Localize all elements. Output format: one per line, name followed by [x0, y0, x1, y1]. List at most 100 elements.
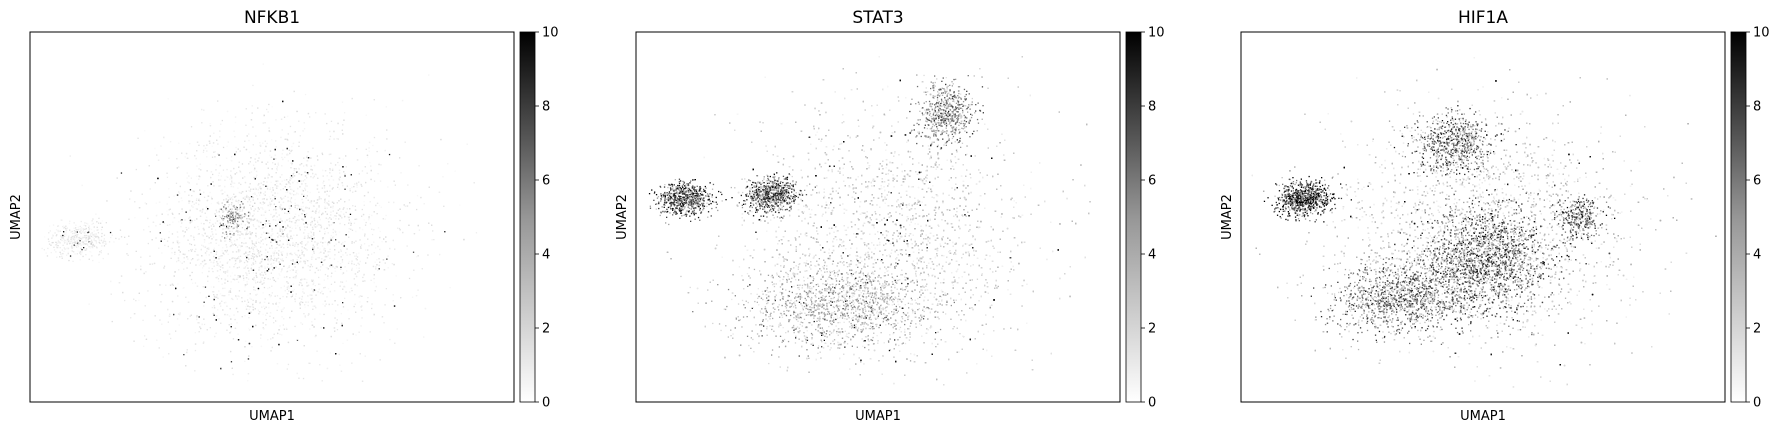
cell-point — [305, 164, 308, 166]
cell-point — [337, 183, 339, 186]
cell-point — [196, 165, 198, 167]
cell-point — [418, 229, 421, 231]
cell-point — [230, 275, 232, 277]
cell-point — [178, 213, 180, 215]
cell-point — [314, 271, 316, 274]
cell-point — [264, 210, 267, 212]
cell-point — [248, 197, 251, 199]
cell-point — [291, 295, 293, 297]
cell-point — [204, 263, 206, 265]
cell-point — [268, 127, 270, 129]
cell-point — [210, 196, 213, 198]
cell-point — [245, 233, 247, 236]
cell-point — [241, 297, 243, 299]
cell-point — [324, 286, 326, 289]
cell-point — [320, 251, 322, 253]
cell-point — [258, 225, 260, 228]
cell-point — [295, 170, 297, 173]
cell-point — [275, 266, 277, 268]
cell-point — [269, 312, 272, 314]
cell-point — [273, 267, 275, 269]
cell-point — [330, 162, 332, 164]
cell-point — [245, 252, 247, 254]
cell-point — [373, 241, 375, 243]
cell-point — [324, 255, 327, 258]
cell-point — [239, 230, 241, 233]
cell-point — [196, 254, 198, 256]
cell-point — [321, 213, 323, 216]
cell-point — [295, 254, 297, 256]
cell-point — [220, 367, 222, 370]
cell-point — [280, 189, 282, 191]
cell-point — [387, 267, 389, 269]
cell-point — [292, 217, 295, 219]
cell-point — [236, 258, 238, 260]
cell-point — [236, 172, 238, 174]
cell-point — [329, 172, 331, 174]
cell-point — [213, 249, 215, 251]
cell-point — [241, 202, 243, 204]
cell-point — [351, 362, 353, 364]
cell-point — [290, 198, 292, 200]
cell-point — [224, 179, 226, 181]
cell-point — [230, 156, 233, 158]
cell-point — [177, 236, 179, 238]
cell-point — [190, 278, 193, 281]
cell-point — [239, 261, 241, 263]
cell-point — [260, 334, 262, 336]
cell-point — [269, 225, 271, 227]
cell-point — [408, 224, 410, 226]
cell-point — [301, 284, 303, 287]
cell-point — [151, 239, 153, 241]
cell-point — [352, 191, 354, 193]
cell-point — [333, 235, 335, 238]
cell-point — [287, 241, 290, 243]
cell-point — [300, 279, 302, 281]
cell-point — [215, 169, 217, 171]
cell-point — [160, 240, 162, 242]
cell-point — [367, 156, 369, 158]
cell-point — [167, 98, 169, 100]
cell-point — [235, 146, 237, 149]
cell-point — [88, 303, 90, 305]
cell-point — [343, 286, 346, 288]
cell-point — [221, 119, 223, 122]
cell-point — [159, 319, 161, 321]
cell-point — [247, 196, 249, 198]
cell-point — [309, 362, 311, 364]
cell-point — [252, 325, 254, 328]
cell-point — [279, 176, 281, 178]
cell-point — [351, 269, 353, 271]
cell-point — [303, 223, 305, 225]
cell-point — [248, 218, 250, 220]
cell-point — [330, 214, 332, 216]
cell-point — [262, 292, 264, 294]
cell-point — [178, 192, 181, 194]
cell-point — [229, 245, 231, 248]
cell-point — [328, 200, 330, 202]
cell-point — [394, 342, 396, 344]
cell-point — [295, 293, 297, 295]
cell-point — [319, 218, 321, 221]
cell-point — [361, 215, 363, 217]
cell-point — [323, 259, 325, 262]
cell-point — [289, 177, 291, 179]
cell-point — [399, 208, 401, 210]
cell-point — [248, 327, 250, 329]
cell-point — [295, 220, 297, 222]
cell-point — [315, 258, 317, 260]
cell-point — [321, 245, 324, 247]
cell-point — [328, 138, 331, 140]
cell-point — [328, 241, 330, 243]
cell-point — [301, 198, 303, 201]
cell-point — [356, 148, 358, 150]
cell-point — [224, 278, 226, 281]
cell-point — [323, 249, 325, 251]
cell-point — [259, 142, 261, 144]
cell-point — [355, 334, 357, 336]
cell-point — [375, 266, 377, 268]
cell-point — [330, 206, 332, 208]
cell-point — [98, 254, 100, 256]
cell-point — [208, 254, 210, 256]
cell-point — [196, 316, 198, 318]
